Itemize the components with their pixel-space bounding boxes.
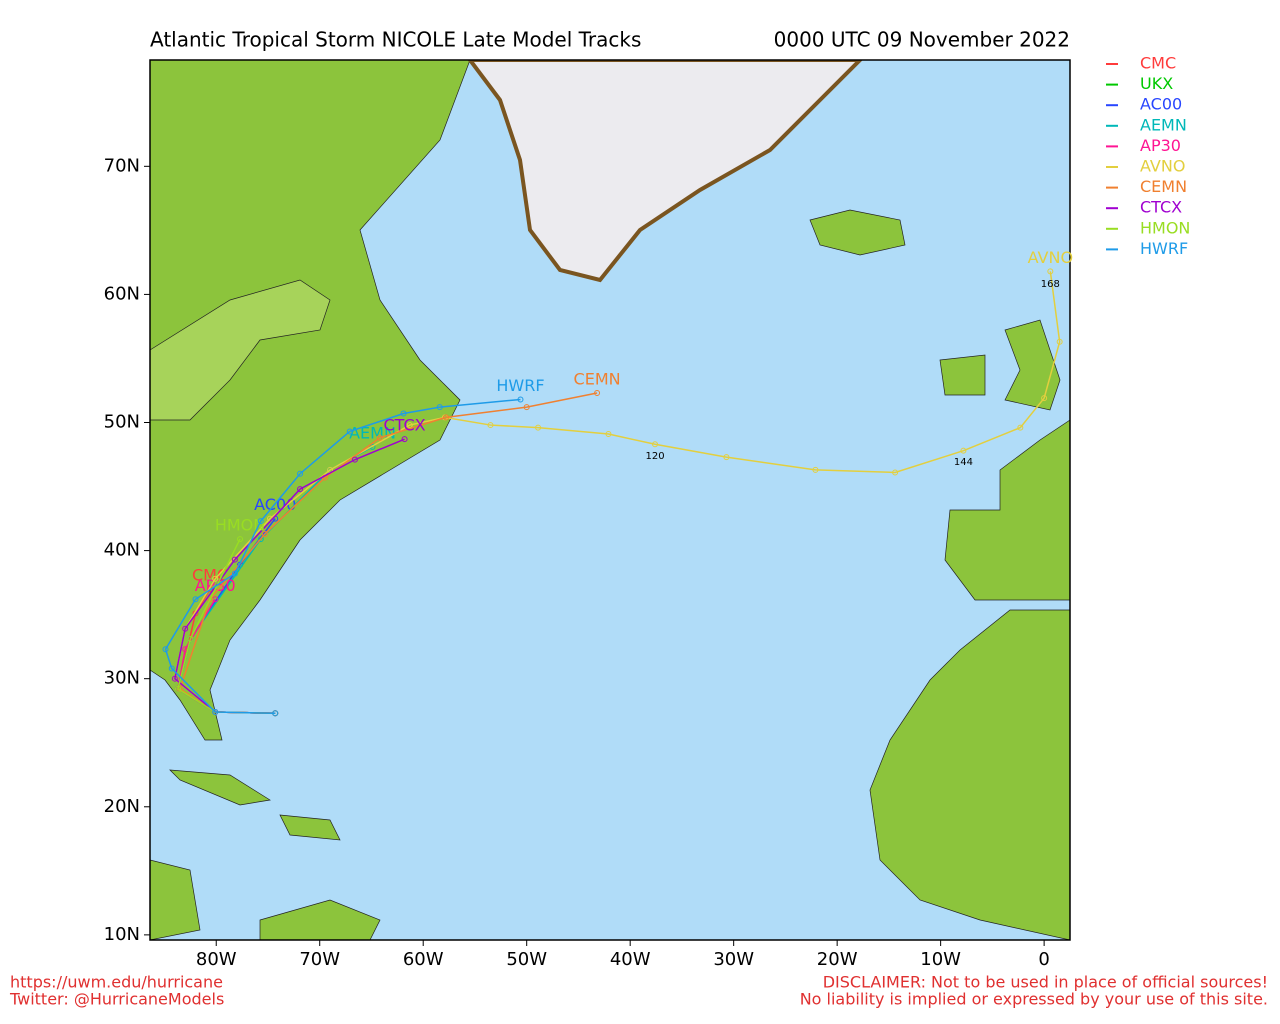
track-point xyxy=(723,454,730,461)
land xyxy=(150,60,1070,940)
track-point xyxy=(207,596,214,603)
track-point xyxy=(376,434,383,441)
track-point xyxy=(517,396,524,403)
track-point xyxy=(237,536,244,543)
track-point xyxy=(1017,424,1024,431)
legend-label: CMC xyxy=(1140,54,1176,73)
hour-label: 120 xyxy=(645,451,664,462)
track-point xyxy=(231,570,238,577)
track-point xyxy=(892,469,899,476)
track-point xyxy=(652,441,659,448)
track-point xyxy=(401,436,408,443)
x-tick-label: 0 xyxy=(1038,949,1049,970)
track-point xyxy=(605,431,612,438)
x-tick-label: 40W xyxy=(610,949,651,970)
legend-label: HMON xyxy=(1140,218,1190,237)
legend-label: AVNO xyxy=(1140,157,1185,176)
track-point xyxy=(261,530,268,537)
timestamp: 0000 UTC 09 November 2022 xyxy=(774,28,1070,52)
track-point xyxy=(257,536,264,543)
y-tick-label: 40N xyxy=(104,540,140,561)
track-point xyxy=(812,466,819,473)
map-frame xyxy=(149,59,1071,941)
track-point xyxy=(351,456,358,463)
legend-label: CTCX xyxy=(1140,198,1182,217)
legend-label: UKX xyxy=(1140,74,1173,93)
track-point xyxy=(174,685,181,692)
y-tick-label: 70N xyxy=(104,155,140,176)
legend-label: AC00 xyxy=(1140,95,1182,114)
track-point xyxy=(1041,395,1048,402)
title: Atlantic Tropical Storm NICOLE Late Mode… xyxy=(150,28,641,52)
track-point xyxy=(346,428,353,435)
x-tick-label: 70W xyxy=(299,949,340,970)
track-label: CTCX xyxy=(384,416,426,435)
track xyxy=(174,271,1061,715)
track-point xyxy=(487,422,494,429)
track-point xyxy=(436,404,443,411)
track-point xyxy=(406,422,413,429)
x-tick-label: 30W xyxy=(713,949,754,970)
y-tick-label: 20N xyxy=(104,796,140,817)
y-tick-label: 30N xyxy=(104,668,140,689)
track-point xyxy=(960,447,967,454)
track-label: AVNO xyxy=(1028,248,1073,267)
track-point xyxy=(162,646,169,653)
disclaimer: DISCLAIMER: Not to be used in place of o… xyxy=(823,973,1268,992)
track-point xyxy=(1047,268,1054,275)
legend-label: HWRF xyxy=(1140,239,1188,258)
legend-label: AEMN xyxy=(1140,115,1187,134)
y-tick-label: 50N xyxy=(104,412,140,433)
track-point xyxy=(297,470,304,477)
x-tick-label: 20W xyxy=(817,949,858,970)
track-point xyxy=(400,410,407,417)
footer-twitter[interactable]: Twitter: @HurricaneModels xyxy=(9,990,224,1009)
y-tick-label: 60N xyxy=(104,283,140,304)
track-point xyxy=(212,708,219,715)
track xyxy=(164,398,521,715)
legend-label: CEMN xyxy=(1140,177,1187,196)
hour-label: 144 xyxy=(954,457,973,468)
track-label: HWRF xyxy=(496,376,544,395)
hour-label: 168 xyxy=(1041,279,1060,290)
track-point xyxy=(257,518,264,525)
track-point xyxy=(182,625,189,632)
track-point xyxy=(192,596,199,603)
track xyxy=(174,438,405,715)
track-point xyxy=(523,404,530,411)
track-point xyxy=(442,414,449,421)
y-tick-label: 10N xyxy=(104,924,140,945)
track-point xyxy=(1056,338,1063,345)
track-point xyxy=(231,556,238,563)
x-tick-label: 60W xyxy=(403,949,444,970)
track-point xyxy=(171,675,178,682)
track-label: CEMN xyxy=(574,370,621,389)
footer-link[interactable]: https://uwm.edu/hurricane xyxy=(10,973,223,992)
track-point xyxy=(212,575,219,582)
track-point xyxy=(272,710,279,717)
disclaimer: No liability is implied or expressed by … xyxy=(800,990,1268,1009)
track-label: HMON xyxy=(215,516,265,535)
legend-label: AP30 xyxy=(1140,136,1181,155)
x-tick-label: 10W xyxy=(920,949,961,970)
track-point xyxy=(187,635,194,642)
track-point xyxy=(535,424,542,431)
track-point xyxy=(594,390,601,397)
x-tick-label: 80W xyxy=(196,949,237,970)
track-point xyxy=(168,665,175,672)
track-point xyxy=(297,486,304,493)
x-tick-label: 50W xyxy=(506,949,547,970)
